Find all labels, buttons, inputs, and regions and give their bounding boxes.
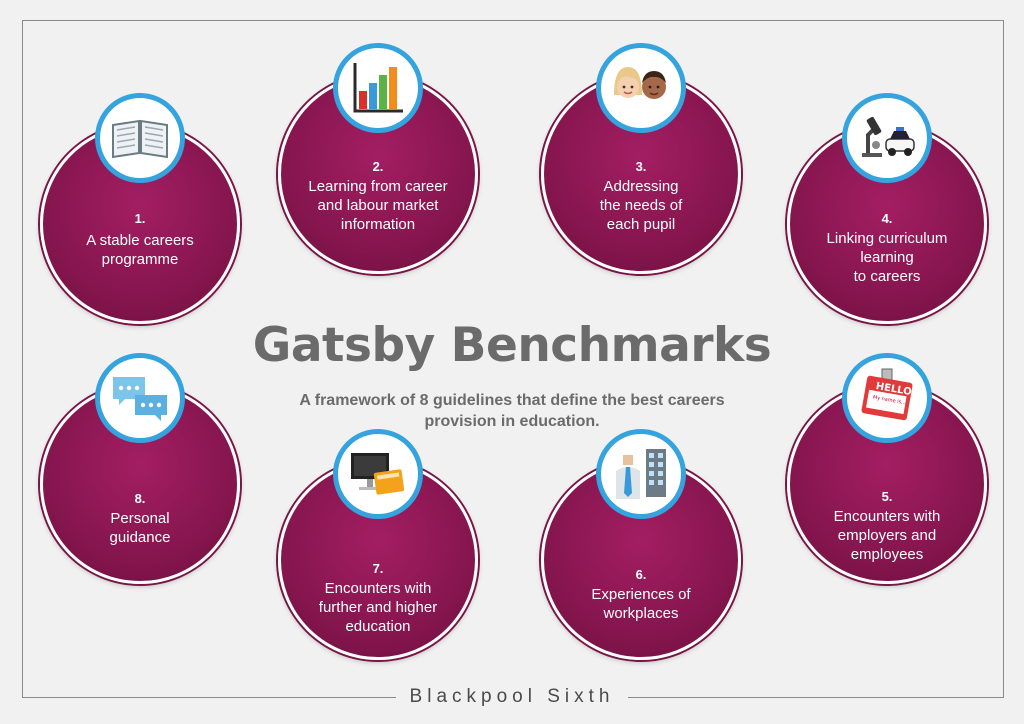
benchmark-label: Encounters with employers and employees — [833, 508, 941, 563]
computer-book-icon — [333, 429, 423, 519]
benchmark-label: Addressing the needs of each pupil — [599, 178, 683, 233]
badge-name-text: My name is... — [872, 395, 906, 407]
benchmark-8: 8. Personal guidance — [40, 353, 240, 584]
page-subtitle: A framework of 8 guidelines that define … — [299, 392, 725, 430]
benchmark-6: 6. Experiences of workplaces — [541, 429, 741, 660]
benchmark-number: 3. — [635, 159, 647, 174]
benchmark-number: 1. — [134, 211, 146, 226]
benchmark-number: 4. — [881, 211, 893, 226]
benchmark-1: 1. A stable careers programme — [40, 93, 240, 324]
benchmark-5: HELLO My name is... 5. Encounters with em… — [787, 353, 987, 584]
microscope-police-car-icon — [842, 93, 932, 183]
speech-bubbles-icon — [95, 353, 185, 443]
pupils-faces-icon — [596, 43, 686, 133]
footer: Blackpool Sixth — [0, 686, 1024, 708]
benchmark-number: 7. — [372, 561, 384, 576]
benchmark-label: Experiences of workplaces — [591, 586, 691, 622]
office-worker-icon — [596, 429, 686, 519]
benchmark-number: 8. — [134, 491, 146, 506]
footer-brand: Blackpool Sixth — [395, 686, 629, 708]
hello-name-badge-icon: HELLO My name is... — [842, 353, 932, 443]
benchmark-label: A stable careers programme — [86, 232, 194, 268]
page-title: Gatsby Benchmarks — [252, 318, 772, 373]
benchmark-4: 4. Linking curriculum learning to careers — [787, 93, 987, 324]
benchmark-number: 5. — [881, 489, 893, 504]
benchmark-label: Linking curriculum learning to careers — [826, 230, 948, 285]
benchmark-label: Learning from career and labour market inf… — [308, 178, 448, 233]
benchmark-3: 3. Addressing the needs of each pupil — [541, 43, 741, 274]
book-icon — [95, 93, 185, 183]
benchmark-2: 2. Learning from career and labour market… — [278, 43, 478, 274]
benchmark-7: 7. Encounters with further and higher educ… — [278, 429, 478, 660]
benchmark-number: 6. — [635, 567, 647, 582]
bar-chart-icon — [333, 43, 423, 133]
benchmark-label: Encounters with further and higher educati… — [318, 580, 438, 635]
benchmark-label: Personal guidance — [109, 510, 171, 546]
benchmark-number: 2. — [372, 159, 384, 174]
